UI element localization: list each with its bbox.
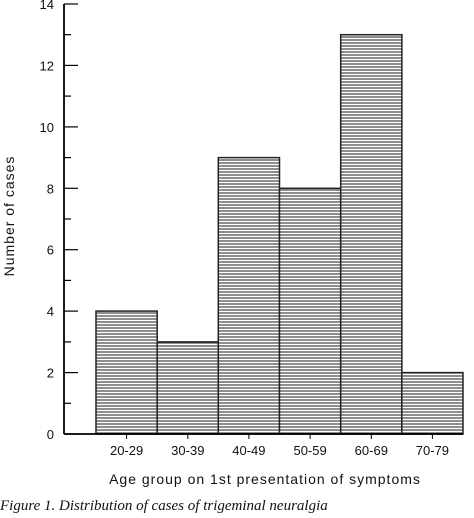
y-tick-label: 4: [47, 304, 54, 319]
y-axis-label: Number of cases: [1, 156, 17, 277]
y-tick-label: 6: [47, 243, 54, 258]
y-tick-label: 14: [40, 0, 54, 12]
x-tick-label: 60-69: [355, 443, 388, 458]
y-tick-label: 10: [40, 120, 54, 135]
x-tick-label: 20-29: [110, 443, 143, 458]
x-tick-label: 40-49: [232, 443, 265, 458]
x-tick-label: 50-59: [293, 443, 326, 458]
y-tick-label: 0: [47, 427, 54, 442]
x-tick-label: 70-79: [416, 443, 449, 458]
bar-60-69: [339, 33, 403, 435]
bar-40-49: [217, 156, 281, 435]
y-axis: 0 2 4 6 8 10 12 14: [40, 0, 78, 442]
x-axis-label: Age group on 1st presentation of symptom…: [109, 471, 421, 487]
y-tick-label: 2: [47, 366, 54, 381]
bar-20-29: [95, 310, 158, 435]
figure-caption: Figure 1. Distribution of cases of trige…: [0, 498, 328, 514]
y-tick-label: 12: [40, 58, 54, 73]
bars: [95, 33, 464, 435]
bar-50-59: [278, 187, 342, 435]
bar-30-39: [156, 341, 220, 435]
y-tick-label: 8: [47, 181, 54, 196]
x-tick-label: 30-39: [171, 443, 204, 458]
x-axis: 20-29 30-39 40-49 50-59 60-69 70-79: [64, 433, 463, 458]
bar-70-79: [401, 371, 464, 435]
